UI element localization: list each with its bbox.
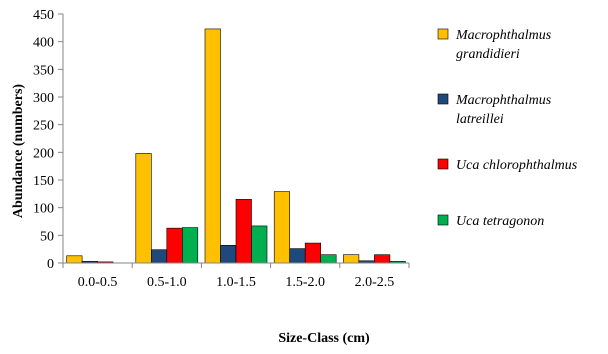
y-tick-label: 250: [33, 119, 54, 134]
y-tick-label: 0: [47, 257, 54, 272]
bar: [320, 254, 337, 264]
y-tick-label: 400: [33, 36, 54, 51]
bar: [182, 227, 199, 264]
bar: [235, 199, 252, 264]
bar: [166, 227, 183, 264]
legend-label: Uca chlorophthalmus: [456, 158, 578, 173]
y-tick-label: 200: [33, 146, 54, 161]
legend-label: grandidieri: [456, 47, 520, 62]
bar: [289, 248, 306, 264]
bar: [66, 255, 83, 264]
x-axis-ticks: 0.0-0.5 0.5-1.0 1.0-1.5 1.5-2.0 2.0-2.5: [62, 263, 410, 290]
bar: [151, 249, 168, 264]
legend-swatch: [437, 214, 449, 226]
y-tick-label: 450: [33, 8, 54, 23]
bar: [374, 254, 391, 264]
x-axis-title: Size-Class (cm): [278, 331, 370, 346]
x-tick-label: 1.0-1.5: [216, 275, 256, 290]
x-tick-label: 0.0-0.5: [78, 275, 118, 290]
bar: [135, 153, 152, 264]
legend-label: Macrophthalmus: [455, 93, 552, 108]
y-tick-label: 300: [33, 91, 54, 106]
y-tick-label: 150: [33, 174, 54, 189]
legend: Macrophthalmus grandidieri Macrophthalmus l…: [437, 28, 578, 229]
bar: [343, 254, 360, 264]
legend-label: latreillei: [456, 112, 504, 127]
bar: [251, 225, 268, 264]
legend-label: Macrophthalmus: [455, 28, 552, 43]
x-tick-label: 1.5-2.0: [285, 275, 325, 290]
legend-swatch: [437, 93, 449, 105]
y-tick-label: 100: [33, 202, 54, 217]
legend-swatch: [437, 158, 449, 170]
y-tick-label: 50: [40, 229, 54, 244]
x-tick-label: 0.5-1.0: [147, 275, 187, 290]
bar: [204, 28, 221, 264]
legend-swatch: [437, 28, 449, 40]
y-tick-label: 350: [33, 63, 54, 78]
legend-label: Uca tetragonon: [456, 214, 544, 229]
bar: [220, 244, 237, 264]
y-axis-title: Abundance (numbers): [11, 84, 26, 219]
bars: [66, 28, 406, 264]
x-tick-label: 2.0-2.5: [355, 275, 395, 290]
bar: [304, 242, 322, 264]
y-axis-ticks: 0 50 100 150 200 250 300 350 400 450: [33, 8, 63, 272]
bar: [273, 191, 291, 264]
